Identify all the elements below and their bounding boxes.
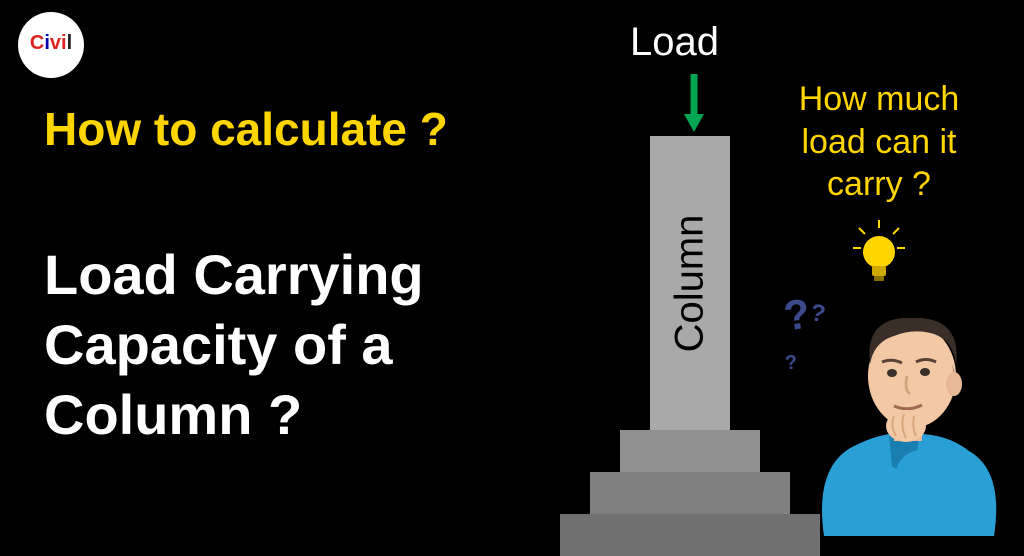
logo-badge: Civil [18, 12, 84, 78]
column-shape: Column [650, 136, 730, 430]
heading-white: Load CarryingCapacity of aColumn ? [44, 240, 424, 450]
footing-tier-3 [560, 514, 820, 556]
question-right: How much load can it carry ? [764, 78, 994, 206]
logo-text: Civil [30, 32, 72, 55]
heading-yellow: How to calculate ? [44, 102, 448, 156]
footing-tier-2 [590, 472, 790, 514]
lightbulb-icon [849, 218, 909, 288]
column-label: Column [668, 214, 713, 352]
thinking-person-icon [794, 286, 1014, 536]
load-label: Load [630, 20, 719, 65]
footing-tier-1 [620, 430, 760, 472]
load-arrow-icon [682, 72, 706, 134]
